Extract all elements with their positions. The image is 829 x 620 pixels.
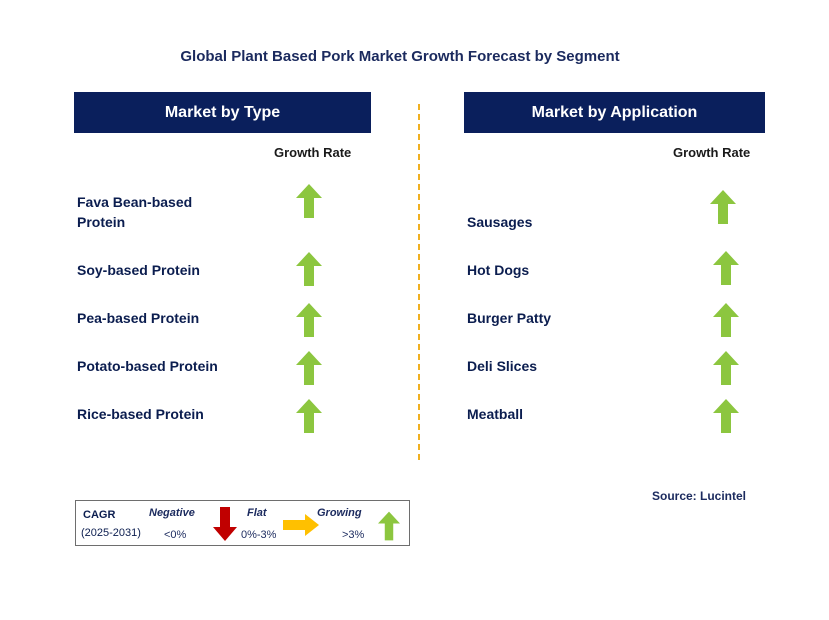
type-segment-potato: Potato-based Protein (77, 358, 218, 374)
panel-divider (418, 104, 420, 460)
market-by-application-header: Market by Application (464, 92, 765, 133)
legend-cagr-label: CAGR (83, 509, 116, 521)
application-segment-deli-slices: Deli Slices (467, 358, 538, 374)
legend-growing-value: >3% (342, 529, 365, 541)
application-growth-rate-label: Growth Rate (673, 145, 751, 160)
application-segment-hot-dogs: Hot Dogs (467, 262, 530, 278)
green-up-arrow-icon (710, 190, 736, 224)
source-label: Source: Lucintel (652, 489, 747, 503)
legend-growing-label: Growing (317, 507, 362, 519)
type-segment-rice: Rice-based Protein (77, 406, 204, 422)
green-up-arrow-icon (378, 511, 400, 541)
green-up-arrow-icon (713, 303, 739, 337)
red-down-arrow-icon (213, 507, 237, 541)
legend-negative-label: Negative (149, 507, 195, 519)
market-by-type-header: Market by Type (74, 92, 371, 133)
type-segment-fava-line-1: Fava Bean-based (77, 194, 193, 210)
green-up-arrow-icon (296, 303, 322, 337)
legend-flat-label: Flat (247, 507, 267, 519)
type-segment-fava: Fava Bean-based Protein (77, 192, 192, 232)
application-segment-burger-patty: Burger Patty (467, 310, 552, 326)
type-growth-rate-label: Growth Rate (274, 145, 352, 160)
type-segment-pea: Pea-based Protein (77, 310, 200, 326)
green-up-arrow-icon (713, 251, 739, 285)
green-up-arrow-icon (713, 399, 739, 433)
green-up-arrow-icon (296, 399, 322, 433)
cagr-legend: CAGR (2025-2031) Negative <0% Flat 0%-3%… (75, 500, 410, 546)
green-up-arrow-icon (296, 252, 322, 286)
application-segment-meatball: Meatball (467, 406, 524, 422)
type-segment-soy: Soy-based Protein (77, 262, 200, 278)
green-up-arrow-icon (296, 351, 322, 385)
green-up-arrow-icon (713, 351, 739, 385)
green-up-arrow-icon (296, 184, 322, 218)
legend-flat-value: 0%-3% (241, 529, 277, 541)
page-title: Global Plant Based Pork Market Growth Fo… (180, 48, 620, 65)
application-segment-sausages: Sausages (467, 214, 533, 230)
legend-negative-value: <0% (164, 529, 187, 541)
type-segment-fava-line-2: Protein (77, 214, 126, 230)
legend-years: (2025-2031) (81, 527, 141, 539)
orange-right-arrow-icon (283, 514, 319, 536)
